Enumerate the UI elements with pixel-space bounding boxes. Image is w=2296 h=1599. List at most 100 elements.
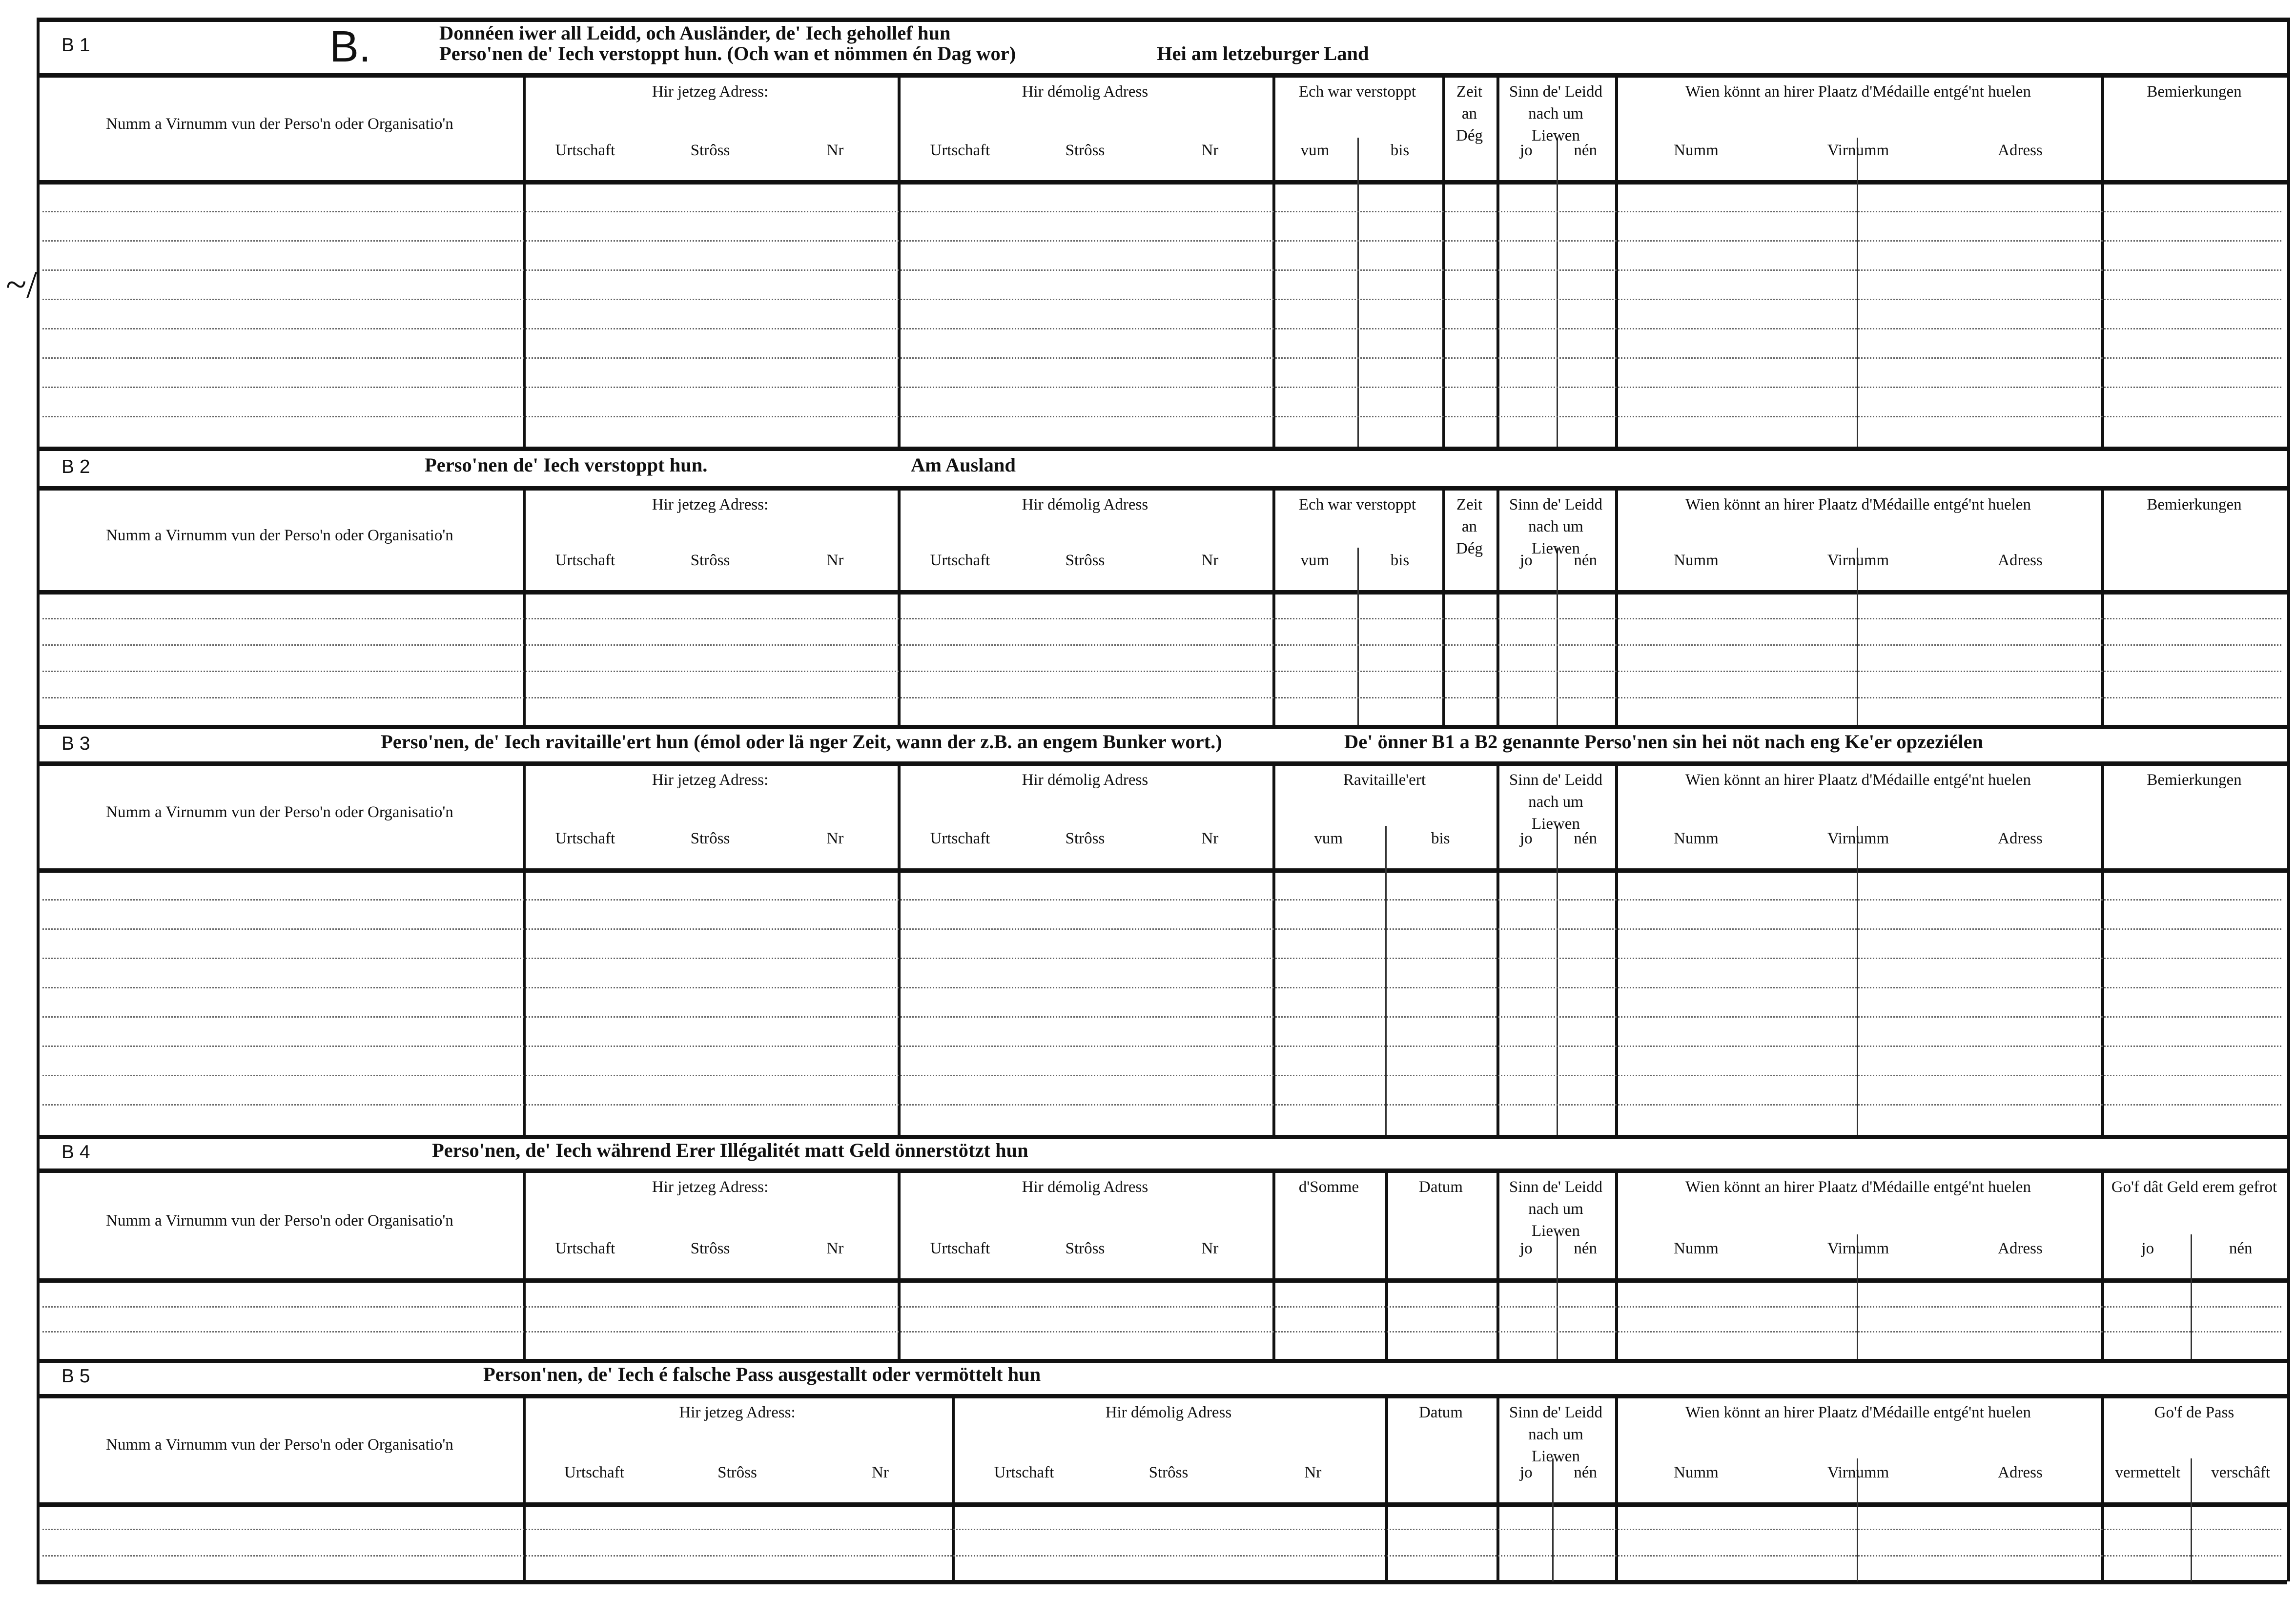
entry-row-line (42, 671, 2281, 672)
section-title-extra: Am Ausland (911, 453, 1016, 475)
section-header-rule (37, 1168, 2287, 1173)
column-header: Wien könnt an hirer Plaatz d'Médaille en… (1685, 1179, 2031, 1196)
subcolumn-divider (1385, 825, 1387, 1135)
column-subheader: Virnumm (1827, 142, 1889, 160)
column-divider (1496, 1394, 1499, 1581)
column-subheader: Nr (826, 830, 844, 848)
entry-row-line (42, 928, 2281, 930)
section-header-rule (37, 1394, 2287, 1398)
subcolumn-divider (1857, 1458, 1858, 1581)
column-header: Wien könnt an hirer Plaatz d'Médaille en… (1685, 496, 2031, 514)
column-subheader: Strôss (690, 552, 730, 570)
column-subheader: Strôss (1065, 552, 1105, 570)
entry-row-line (42, 644, 2281, 646)
column-header: Sinn de' Leidd nach um Liewen (1509, 772, 1603, 833)
entry-row-line (42, 1046, 2281, 1047)
column-header: Hir démolig Adress (1022, 496, 1148, 514)
section-header-rule (37, 73, 2287, 78)
column-subheader: Strôss (1065, 830, 1105, 848)
column-divider (1496, 486, 1499, 725)
column-header: Hir jetzeg Adress: (679, 1404, 796, 1422)
column-subheader: Strôss (1148, 1464, 1189, 1482)
column-divider (2101, 486, 2104, 725)
subcolumn-divider (1857, 548, 1858, 725)
column-subheader: Numm (1674, 1464, 1719, 1482)
entry-row-line (42, 1016, 2281, 1018)
column-divider (523, 73, 526, 447)
column-divider (523, 1168, 526, 1359)
column-subheader: Urtschaft (930, 142, 990, 160)
entry-row-line (42, 1529, 2281, 1531)
column-divider (2101, 1394, 2104, 1581)
column-subheader: nén (2229, 1240, 2253, 1258)
subcolumn-divider (1552, 1458, 1554, 1581)
section-top-rule (37, 447, 2287, 451)
subcolumn-divider (1857, 1233, 1858, 1359)
entry-row-line (42, 1104, 2281, 1106)
column-subheader: vermettelt (2115, 1464, 2181, 1482)
column-header: Zeit an Dég (1456, 83, 1483, 145)
column-header: Ech war verstoppt (1298, 496, 1416, 514)
column-subheader: Nr (1304, 1464, 1322, 1482)
entry-row-line (42, 697, 2281, 698)
section-code: B 1 (62, 34, 90, 56)
section-title-extra: De' önner B1 a B2 genannte Perso'nen sin… (1344, 730, 1984, 752)
column-divider (523, 1394, 526, 1581)
column-subheader: nén (1574, 830, 1598, 848)
column-subheader: jo (1519, 142, 1533, 160)
entry-row-line (42, 899, 2281, 901)
column-subheader: Virnumm (1827, 830, 1889, 848)
entry-row-line (42, 240, 2281, 242)
column-subheader: jo (2141, 1240, 2154, 1258)
column-header: Hir démolig Adress (1022, 83, 1148, 101)
column-header: Go'f de Pass (2154, 1404, 2234, 1422)
column-header: Wien könnt an hirer Plaatz d'Médaille en… (1685, 772, 2031, 789)
column-subheader: Strôss (690, 830, 730, 848)
subcolumn-divider (1557, 825, 1558, 1135)
column-divider (1615, 1168, 1618, 1359)
column-subheader: Adress (1998, 1464, 2043, 1482)
column-subheader: Virnumm (1827, 1240, 1889, 1258)
header-name-column: Numm a Virnumm vun der Perso'n oder Orga… (106, 1211, 453, 1230)
column-subheader: Nr (826, 552, 844, 570)
section-title-line: Perso'nen, de' Iech ravitaille'ert hun (… (381, 730, 1222, 752)
column-header: Hir jetzeg Adress: (652, 83, 769, 101)
column-subheader: jo (1519, 1240, 1533, 1258)
header-name-column: Numm a Virnumm vun der Perso'n oder Orga… (106, 803, 453, 821)
column-subheader: Numm (1674, 830, 1719, 848)
section-top-rule (37, 18, 2287, 22)
subcolumn-divider (2191, 1458, 2192, 1581)
column-header: Wien könnt an hirer Plaatz d'Médaille en… (1685, 83, 2031, 101)
column-subheader: Strôss (718, 1464, 757, 1482)
column-subheader: Nr (1201, 552, 1219, 570)
section-title-line: Perso'nen, de' Iech während Erer Illégal… (432, 1138, 1028, 1161)
column-subheader: jo (1519, 830, 1533, 848)
column-subheader: Urtschaft (555, 552, 615, 570)
column-subheader: bis (1431, 830, 1450, 848)
column-divider (1442, 73, 1445, 447)
subcolumn-divider (1857, 825, 1858, 1135)
section-code: B 5 (62, 1365, 90, 1387)
section-title-line: Donnéen iwer all Leidd, och Ausländer, d… (439, 22, 951, 44)
column-divider (898, 761, 901, 1135)
entry-row-line (42, 416, 2281, 417)
subcolumn-divider (1557, 137, 1558, 447)
section-letter: B. (329, 23, 371, 72)
column-header: Ravitaille'ert (1343, 772, 1426, 789)
column-header: Wien könnt an hirer Plaatz d'Médaille en… (1685, 1404, 2031, 1422)
form-bottom-border (37, 1580, 2287, 1584)
column-header: Hir jetzeg Adress: (652, 496, 769, 514)
column-subheader: Adress (1998, 1240, 2043, 1258)
section-title-line: Person'nen, de' Iech é falsche Pass ausg… (483, 1363, 1041, 1385)
column-subheader: nén (1574, 1464, 1598, 1482)
column-subheader: vum (1300, 142, 1330, 160)
column-header: Sinn de' Leidd nach um Liewen (1509, 1179, 1603, 1240)
column-subheader: Urtschaft (555, 142, 615, 160)
column-divider (1615, 486, 1618, 725)
column-divider (1272, 761, 1275, 1135)
column-header: Ech war verstoppt (1298, 83, 1416, 101)
entry-row-line (42, 269, 2281, 271)
header-name-column: Numm a Virnumm vun der Perso'n oder Orga… (106, 526, 453, 544)
column-subheader: Numm (1674, 1240, 1719, 1258)
